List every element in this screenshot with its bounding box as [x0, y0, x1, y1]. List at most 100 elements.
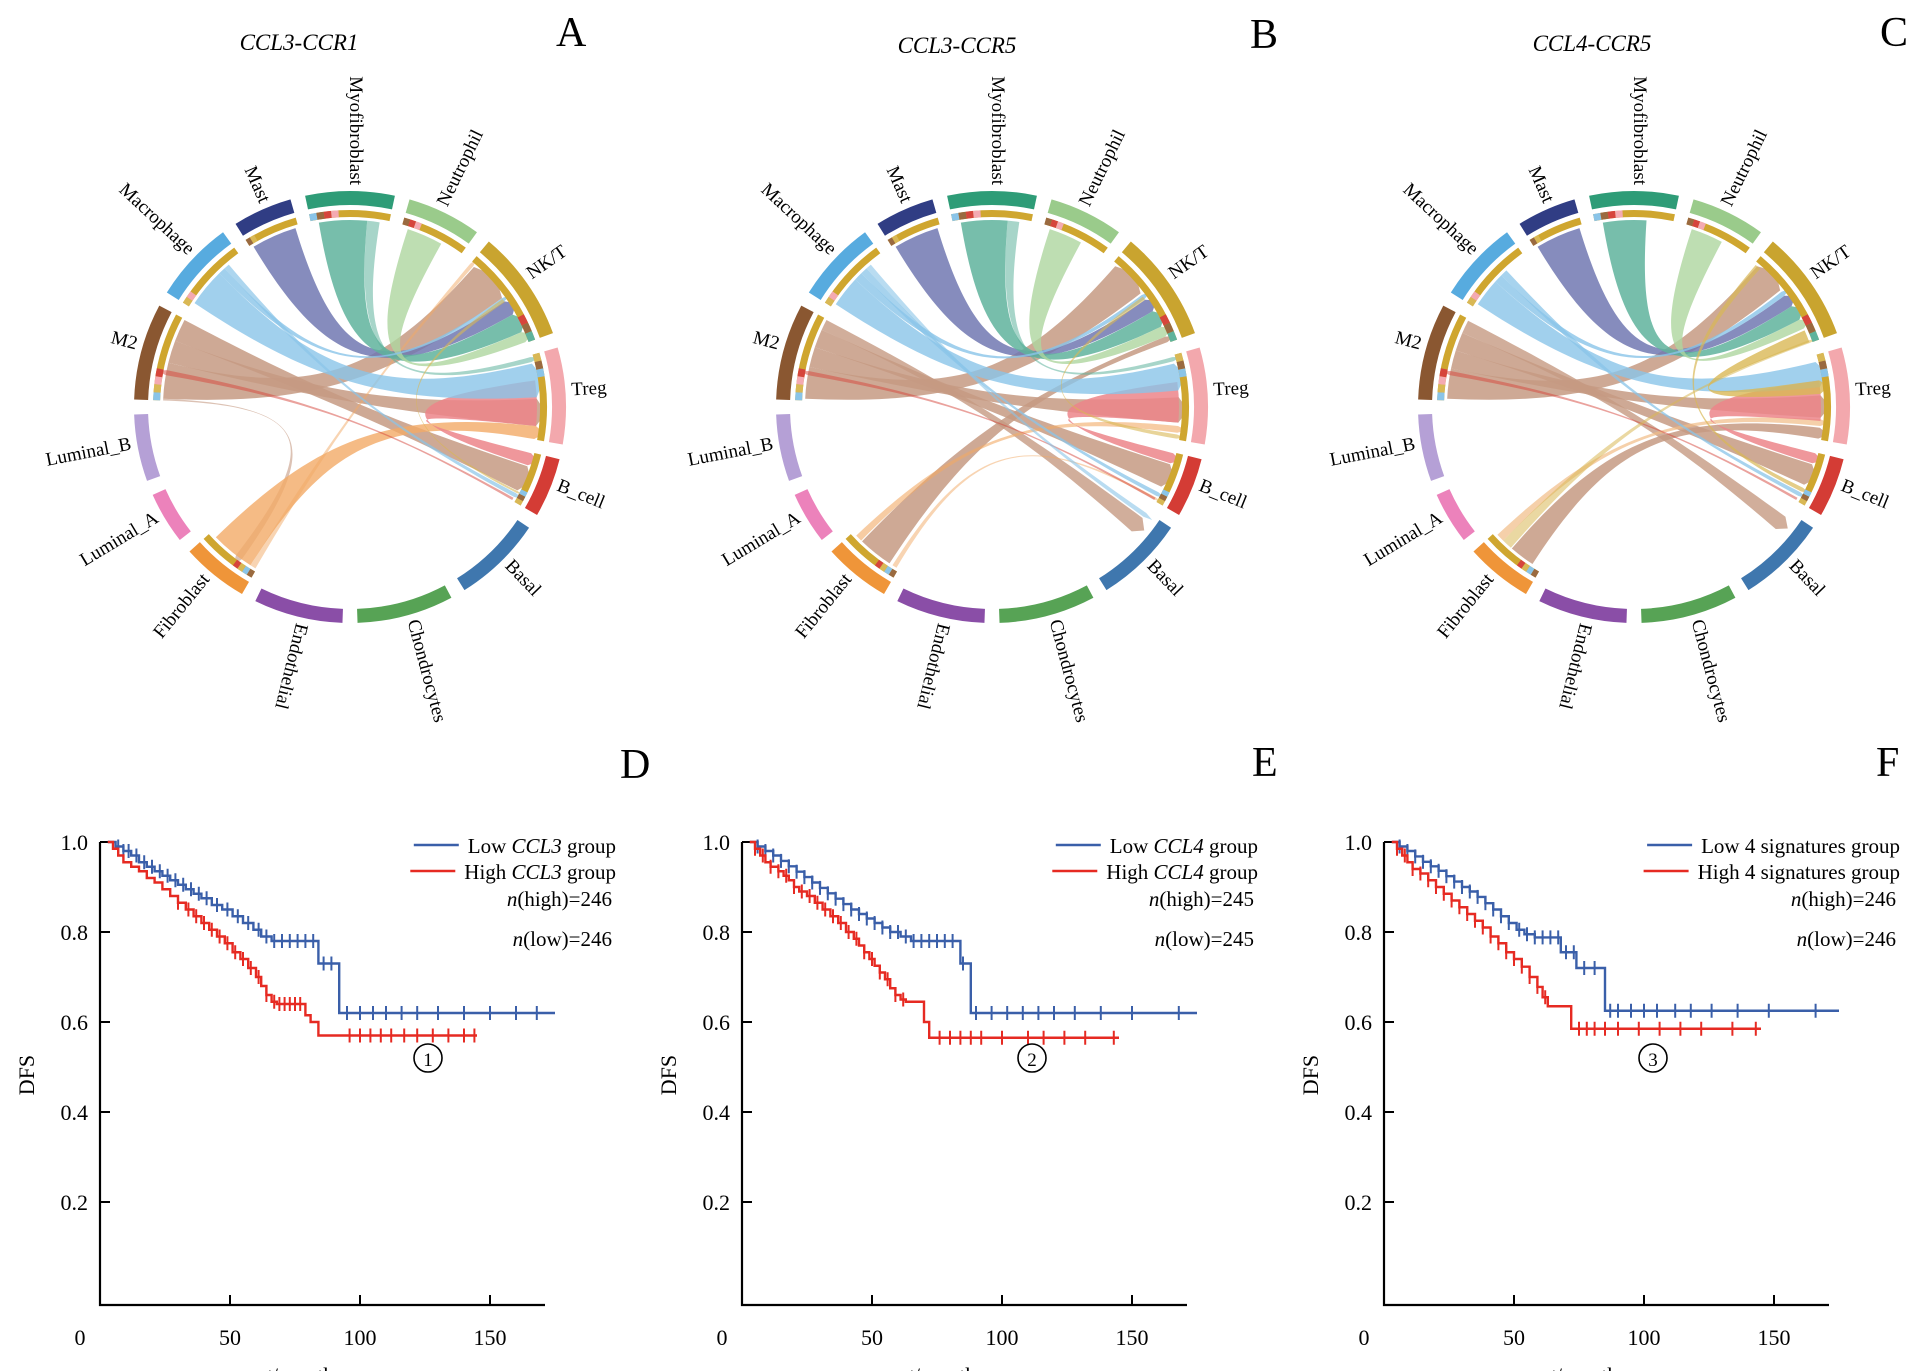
y-axis-label: DFS [656, 1055, 681, 1095]
ribbon-Fibroblast-to-Treg [856, 422, 1187, 541]
sector-label-Treg: Treg [1213, 378, 1250, 401]
sector-arc-Neutrophil [405, 199, 477, 244]
chord-ribbons [799, 220, 1188, 568]
y-tick-label: 1.0 [1345, 830, 1373, 855]
x-tick-label: 50 [219, 1325, 241, 1350]
ribbon-Macrophage-to-Treg [194, 273, 544, 399]
sector-label-Luminal_A: Luminal_A [1360, 507, 1446, 570]
sector-track-Mast [245, 217, 298, 246]
track-chip [879, 562, 888, 572]
sector-label-Neutrophil: Neutrophil [433, 126, 488, 209]
legend-label-low: Low 4 signatures group [1701, 834, 1900, 858]
chord-title-ccl3-ccr1: CCL3-CCR1 [239, 30, 359, 55]
panel-letter-c: C [1880, 10, 1909, 56]
sector-label-M2: M2 [109, 327, 140, 354]
track-chip [1516, 559, 1526, 569]
track-chip [828, 291, 839, 301]
track-chip [1163, 322, 1174, 334]
sector-arc-B_cell [1166, 455, 1202, 515]
axis-ticks [1384, 841, 1775, 1305]
sector-track-Macrophage [824, 247, 881, 307]
sector-arc-Macrophage [1450, 232, 1516, 300]
sector-label-Myofibroblast: Myofibroblast [987, 76, 1008, 185]
ribbon-NK/T-to-B_cell [416, 298, 525, 496]
sector-label-Myofibroblast: Myofibroblast [1629, 76, 1650, 185]
chord-diagram-C: Myofibroblast Neutrophil NK/T Treg B_cell Bas… [1328, 76, 1892, 724]
sector-arc-Basal [1099, 519, 1172, 591]
track-chip [797, 368, 806, 378]
x-tick-label: 150 [474, 1325, 507, 1350]
chord-ribbons [1441, 220, 1830, 565]
sector-arc-M2 [1418, 305, 1456, 400]
sector-arc-Luminal_A [794, 489, 833, 540]
y-tick-label: 0.2 [703, 1190, 731, 1215]
x-tick-label: 0 [75, 1325, 86, 1350]
svg-text:3: 3 [1648, 1050, 1658, 1071]
sector-arc-Mast [877, 199, 937, 236]
sector-label-Mast: Mast [1524, 163, 1559, 207]
track-chip [1803, 489, 1812, 497]
sector-label-Treg: Treg [1855, 378, 1892, 401]
sector-label-Neutrophil: Neutrophil [1075, 126, 1130, 209]
track-chip [1686, 217, 1695, 227]
sector-arc-NK/T [1763, 241, 1837, 338]
track-chip [1798, 497, 1808, 506]
track-chip [1050, 219, 1059, 229]
km-curve-low [107, 840, 555, 1015]
y-tick-label: 0.4 [61, 1100, 89, 1125]
track-chip [153, 384, 162, 393]
sector-label-Endothelial: Endothelial [912, 621, 954, 711]
sector-arc-Macrophage [808, 232, 874, 300]
track-chip [1174, 352, 1184, 363]
sector-label-Neutrophil: Neutrophil [1717, 126, 1772, 209]
sector-label-B_cell: B_cell [1196, 475, 1250, 513]
track-chip [186, 291, 197, 301]
ribbon-Macrophage-to-Treg [1477, 281, 1828, 393]
note-n-low: n(low)=246 [513, 927, 612, 951]
track-chip [1809, 330, 1820, 343]
y-tick-label: 1.0 [61, 830, 89, 855]
track-chip [1176, 360, 1186, 370]
legend-label-high: High 4 signatures group [1698, 860, 1900, 884]
track-chip [249, 234, 258, 244]
sector-arc-Neutrophil [1689, 199, 1761, 244]
track-chip [519, 489, 528, 497]
sector-arc-Basal [1741, 519, 1814, 591]
track-chip [514, 497, 524, 506]
sector-label-NK/T: NK/T [523, 241, 572, 284]
track-chip [242, 565, 251, 575]
sector-arc-Luminal_A [1436, 489, 1475, 540]
y-tick-label: 1.0 [703, 830, 731, 855]
sector-label-Luminal_B: Luminal_B [686, 434, 775, 471]
track-chip [1805, 322, 1816, 334]
x-tick-label: 100 [344, 1325, 377, 1350]
track-chip [796, 376, 805, 385]
ribbon-Treg-to-B_cell [425, 380, 539, 466]
track-chip [874, 559, 884, 569]
track-chip [1600, 211, 1609, 220]
track-chip [517, 314, 528, 326]
chord-title-ccl3-ccr5: CCL3-CCR5 [897, 33, 1017, 58]
sector-arc-NK/T [479, 241, 553, 338]
track-chip [182, 296, 193, 307]
track-chip [1466, 296, 1477, 307]
track-chip [154, 376, 163, 385]
track-chip [516, 493, 526, 502]
track-chip [532, 352, 542, 363]
track-chip [1697, 221, 1706, 231]
ribbon-Macrophage-to-NK/T [1495, 275, 1791, 359]
track-chip [521, 322, 532, 334]
x-tick-label: 50 [861, 1325, 883, 1350]
sector-arc-Chondrocytes [357, 585, 452, 623]
x-axis-label: t/month [266, 1363, 334, 1371]
track-chip [1044, 217, 1053, 227]
legend-label-low: Low CCL3 group [468, 834, 616, 858]
track-chip [1439, 368, 1448, 378]
ribbon-Fibroblast-to-Treg [215, 422, 545, 566]
track-chip [973, 210, 981, 218]
ribbon-M2-to-Basal [1462, 320, 1788, 529]
note-n-low: n(low)=245 [1155, 927, 1254, 951]
sector-track-Mast [1529, 217, 1582, 246]
km-panel-4signatures: 1.0 0.8 0.6 0.4 0.2 0 50 100 150 DFS t/month Low 4 … [1284, 700, 1926, 1371]
